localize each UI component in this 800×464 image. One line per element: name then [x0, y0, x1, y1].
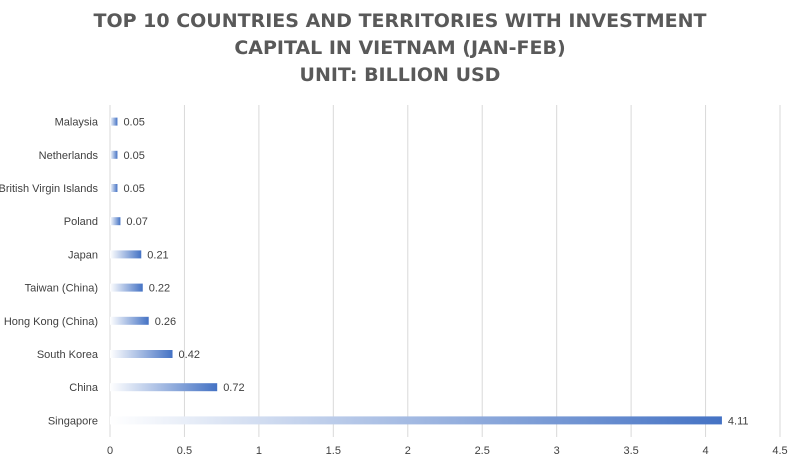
chart-title: TOP 10 COUNTRIES AND TERRITORIES WITH IN… [0, 8, 800, 89]
category-label: Poland [64, 216, 98, 228]
bar [110, 117, 118, 126]
gridlines [109, 105, 781, 437]
data-label: 0.05 [123, 117, 144, 129]
category-label: British Virgin Islands [0, 183, 98, 195]
bar [110, 416, 722, 425]
data-label: 0.05 [123, 150, 144, 162]
data-label: 0.21 [147, 249, 168, 261]
data-label: 0.05 [123, 183, 144, 195]
category-label: China [69, 382, 99, 394]
x-tick-label: 1 [256, 445, 262, 457]
bar [110, 350, 173, 358]
x-tick-label: 0.5 [177, 445, 192, 457]
bar [110, 184, 118, 192]
category-label: Singapore [48, 415, 98, 427]
chart-title-line-1: TOP 10 COUNTRIES AND TERRITORIES WITH IN… [93, 10, 707, 32]
category-label: Malaysia [55, 117, 99, 129]
data-label: 0.42 [179, 349, 200, 361]
bar [110, 150, 118, 159]
data-label: 4.11 [728, 415, 749, 427]
x-tick-label: 3.5 [623, 445, 638, 457]
x-tick-label: 3 [554, 445, 560, 457]
chart-title-line-3: UNIT: BILLION USD [299, 64, 501, 86]
x-tick-label: 0 [107, 445, 113, 457]
data-label: 0.26 [155, 316, 176, 328]
bar [110, 316, 149, 325]
x-tick-label: 4 [702, 445, 708, 457]
bar [110, 283, 143, 292]
category-label: Netherlands [39, 150, 99, 162]
x-tick-label: 2 [405, 445, 411, 457]
category-label: Japan [68, 249, 98, 261]
category-label: Taiwan (China) [25, 283, 98, 295]
chart-title-line-2: CAPITAL IN VIETNAM (JAN-FEB) [234, 37, 566, 59]
data-label: 0.72 [223, 382, 244, 394]
x-tick-label: 4.5 [772, 445, 787, 457]
data-label: 0.07 [126, 216, 147, 228]
data-label: 0.22 [149, 283, 170, 295]
bars [110, 117, 722, 425]
category-label: Hong Kong (China) [4, 316, 98, 328]
x-tick-label: 1.5 [326, 445, 341, 457]
x-tick-label: 2.5 [475, 445, 490, 457]
bar [110, 383, 218, 392]
bar [110, 250, 142, 259]
category-label: South Korea [37, 349, 99, 361]
labels: 0 0.5 1 1.5 2 2.5 3 3.5 4 4.5 Malaysia 0.05 Netherla… [0, 117, 788, 457]
bar [110, 217, 121, 226]
